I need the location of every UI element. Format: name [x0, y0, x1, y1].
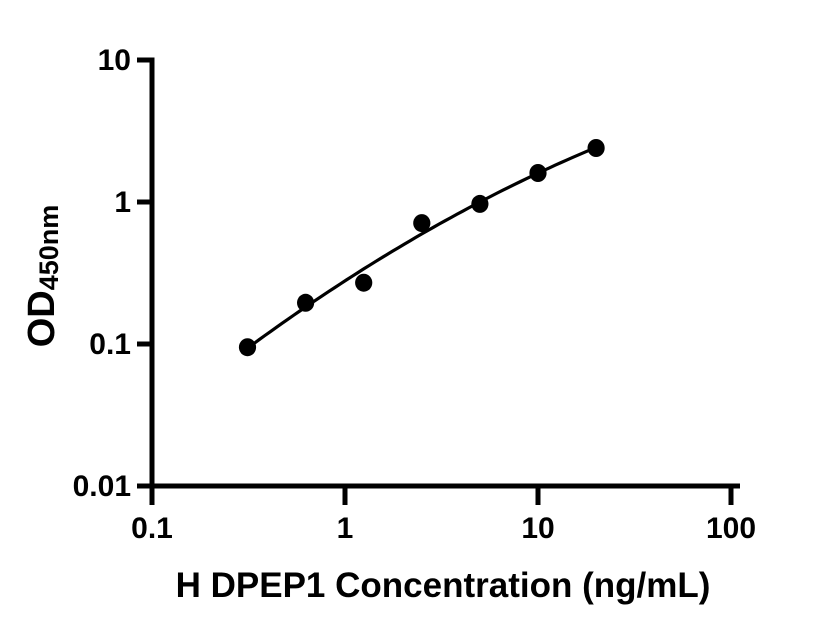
y-axis-title-subscript: 450nm: [34, 204, 64, 291]
y-axis-title: OD450nm: [17, 126, 67, 426]
data-point: [297, 293, 315, 312]
y-axis-title-main: OD: [21, 290, 63, 348]
x-tick-label: 10: [521, 512, 554, 545]
y-tick-label: 0.01: [73, 470, 131, 503]
x-tick-label: 1: [337, 512, 354, 545]
data-point: [529, 164, 547, 182]
data-point: [413, 214, 431, 233]
x-tick-label: 100: [706, 512, 756, 545]
data-point: [238, 338, 257, 357]
y-tick-label: 10: [98, 44, 131, 77]
y-tick-label: 1: [114, 186, 131, 219]
x-axis-title: H DPEP1 Concentration (ng/mL): [175, 566, 711, 605]
y-tick-label: 0.1: [89, 328, 131, 361]
data-point: [587, 139, 605, 157]
data-point: [355, 273, 373, 292]
data-point: [471, 194, 489, 213]
x-tick-label: 0.1: [131, 512, 173, 545]
